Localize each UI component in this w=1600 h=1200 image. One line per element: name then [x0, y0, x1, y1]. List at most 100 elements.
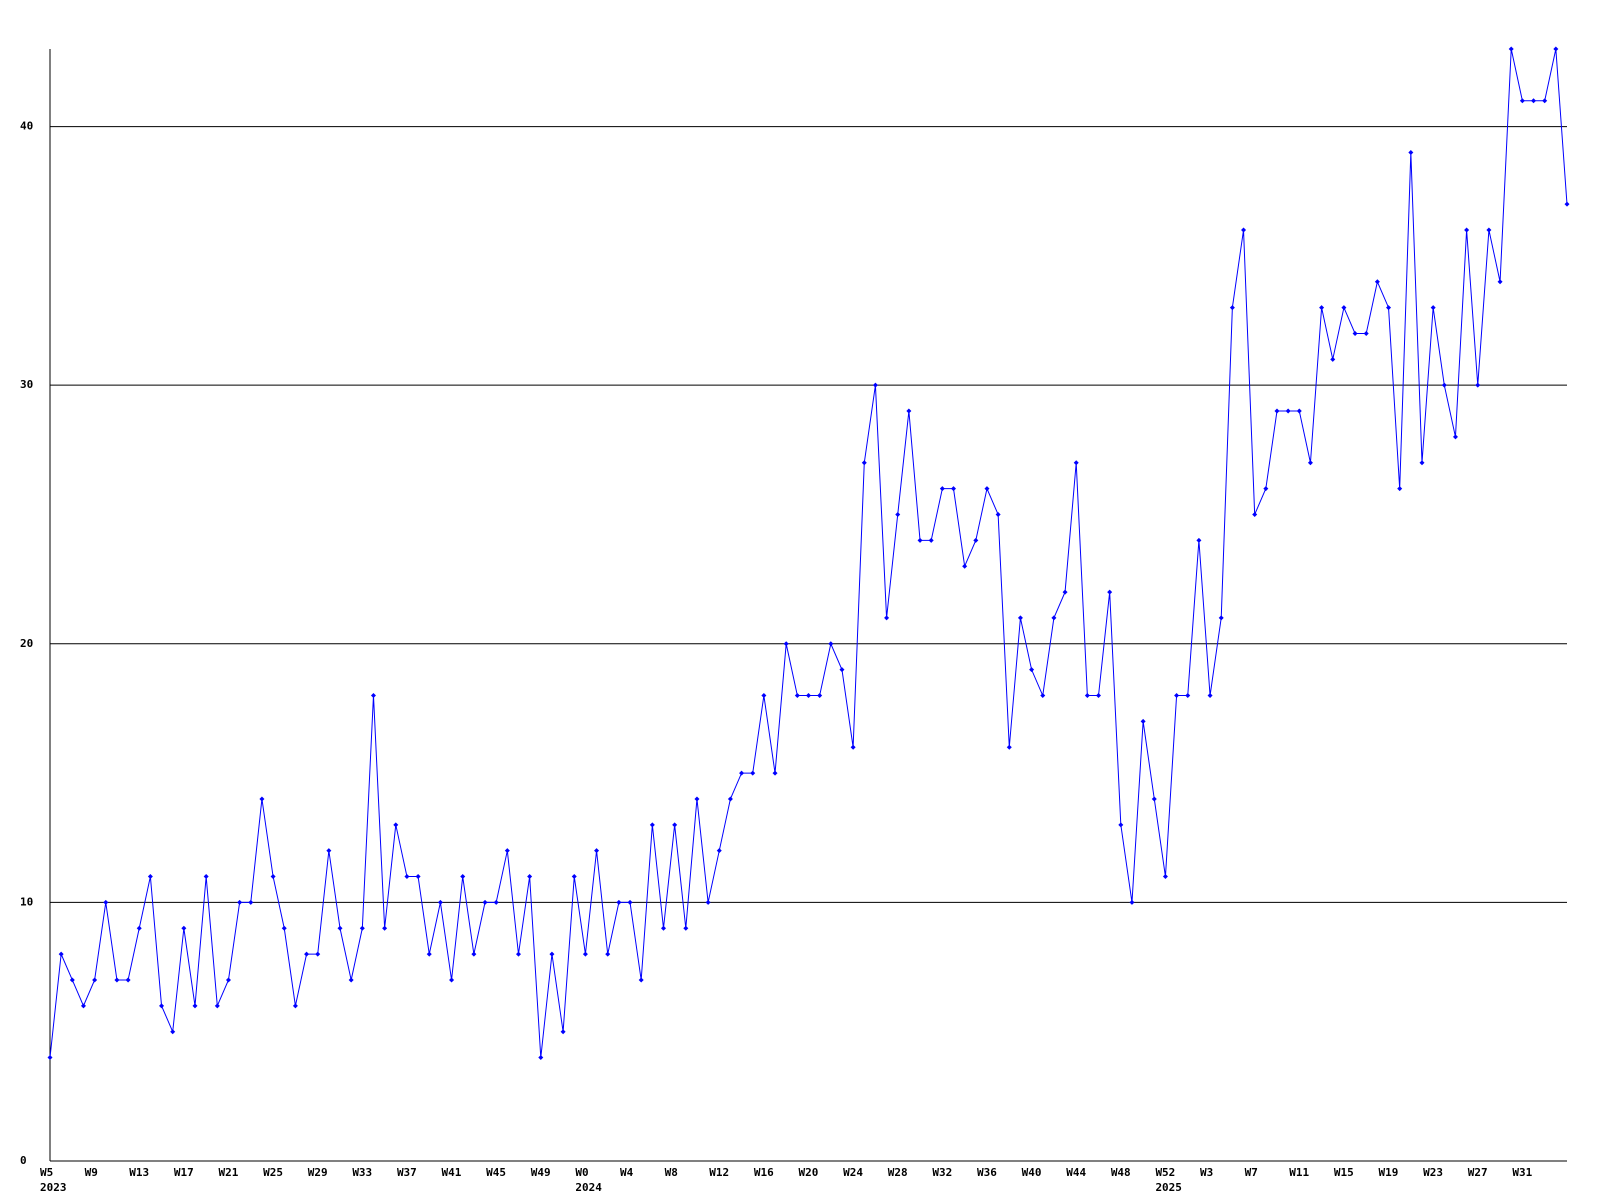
point [415, 874, 421, 880]
x-tick-label: W20 [799, 1166, 819, 1179]
point [750, 770, 756, 776]
point [527, 874, 533, 880]
x-tick-label: W25 [263, 1166, 283, 1179]
point [1274, 408, 1280, 414]
point [660, 925, 666, 931]
point [872, 382, 878, 388]
point [1218, 615, 1224, 621]
point [404, 874, 410, 880]
point [884, 615, 890, 621]
point [493, 899, 499, 905]
point [683, 925, 689, 931]
point [772, 770, 778, 776]
x-year-label: 2024 [575, 1181, 602, 1194]
x-tick-label: W16 [754, 1166, 774, 1179]
y-tick-label: 30 [20, 378, 33, 391]
point [1352, 330, 1358, 336]
point [471, 951, 477, 957]
point [80, 1003, 86, 1009]
point [538, 1055, 544, 1061]
point [1408, 149, 1414, 155]
point [761, 693, 767, 699]
point [694, 796, 700, 802]
x-tick-label: W5 [40, 1166, 53, 1179]
point [58, 951, 64, 957]
point [1207, 693, 1213, 699]
point [828, 641, 834, 647]
point [549, 951, 555, 957]
x-tick-label: W12 [709, 1166, 729, 1179]
point [1129, 899, 1135, 905]
point [582, 951, 588, 957]
point [1508, 46, 1514, 52]
point [817, 693, 823, 699]
point [594, 848, 600, 854]
point [995, 511, 1001, 517]
point [437, 899, 443, 905]
point [292, 1003, 298, 1009]
point [181, 925, 187, 931]
point [1386, 305, 1392, 311]
point [460, 874, 466, 880]
x-tick-label: W49 [531, 1166, 551, 1179]
x-year-label: 2023 [40, 1181, 67, 1194]
point [1564, 201, 1570, 207]
point [393, 822, 399, 828]
point [1229, 305, 1235, 311]
point [1374, 279, 1380, 285]
point [1040, 693, 1046, 699]
x-tick-label: W33 [352, 1166, 372, 1179]
point [939, 486, 945, 492]
point [895, 511, 901, 517]
y-tick-label: 40 [20, 120, 33, 133]
point [1006, 744, 1012, 750]
point [69, 977, 75, 983]
point [1118, 822, 1124, 828]
point [214, 1003, 220, 1009]
x-tick-label: W31 [1512, 1166, 1532, 1179]
point [1196, 537, 1202, 543]
x-tick-label: W28 [888, 1166, 908, 1179]
point [906, 408, 912, 414]
point [159, 1003, 165, 1009]
point [571, 874, 577, 880]
point [1296, 408, 1302, 414]
point [370, 693, 376, 699]
x-tick-label: W40 [1022, 1166, 1042, 1179]
x-tick-label: W11 [1289, 1166, 1309, 1179]
point [1084, 693, 1090, 699]
point [1307, 460, 1313, 466]
point [794, 693, 800, 699]
x-tick-label: W37 [397, 1166, 417, 1179]
point [1319, 305, 1325, 311]
point [951, 486, 957, 492]
point [225, 977, 231, 983]
point [1464, 227, 1470, 233]
point [1140, 718, 1146, 724]
point [114, 977, 120, 983]
x-tick-label: W32 [932, 1166, 952, 1179]
point [1553, 46, 1559, 52]
point [806, 693, 811, 699]
point [605, 951, 611, 957]
point [727, 796, 733, 802]
x-tick-label: W23 [1423, 1166, 1443, 1179]
point [304, 951, 310, 957]
point [348, 977, 354, 983]
point [504, 848, 510, 854]
point [1363, 330, 1369, 336]
point [1497, 279, 1503, 285]
x-tick-label: W29 [308, 1166, 328, 1179]
point [649, 822, 655, 828]
x-tick-label: W17 [174, 1166, 194, 1179]
point [337, 925, 343, 931]
point [1430, 305, 1436, 311]
line [49, 48, 1568, 1058]
x-tick-label: W4 [620, 1166, 634, 1179]
point [281, 925, 287, 931]
point [672, 822, 678, 828]
point [850, 744, 856, 750]
y-tick-label: 0 [20, 1154, 27, 1167]
point [1441, 382, 1447, 388]
